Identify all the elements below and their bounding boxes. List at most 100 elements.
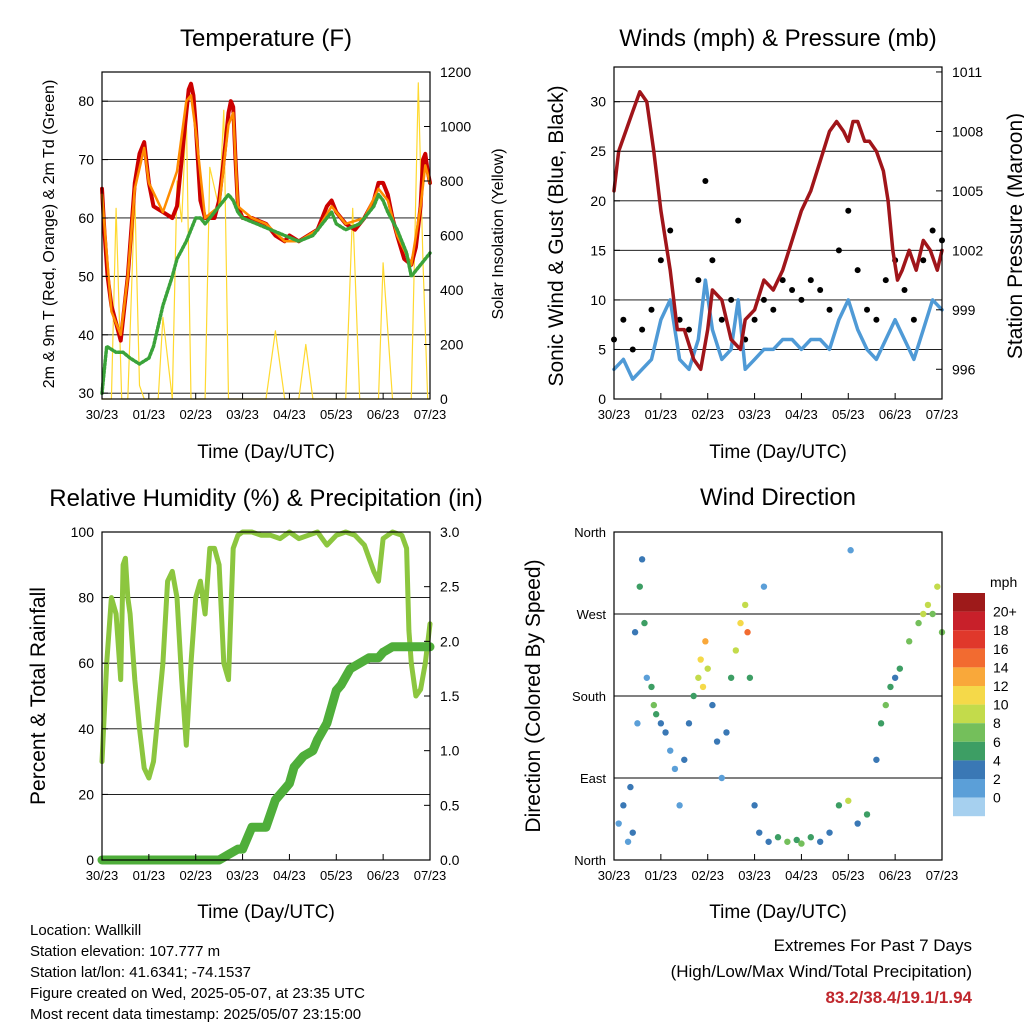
wind-direction-point xyxy=(742,601,749,609)
wind-direction-ytick-label: North xyxy=(574,853,606,868)
winds-xtick-label: 02/23 xyxy=(691,407,724,422)
winds-title: Winds (mph) & Pressure (mb) xyxy=(619,25,936,52)
wind-direction-point xyxy=(685,720,693,727)
winds-y2tick-label: 1011 xyxy=(952,64,982,80)
temperature-y2tick-label: 800 xyxy=(440,173,464,189)
gust-point xyxy=(835,247,842,254)
speed-legend-label: 12 xyxy=(993,678,1009,694)
wind-direction-xtick-label: 06/23 xyxy=(879,868,912,883)
speed-legend-title: mph xyxy=(990,574,1017,590)
figure-created: Figure created on Wed, 2025-05-07, at 23… xyxy=(30,985,365,1002)
humidity-xtick-label: 07/23 xyxy=(414,868,447,883)
wind-direction-point xyxy=(756,829,763,836)
humidity-ytick-label: 100 xyxy=(71,524,95,540)
speed-legend-label: 6 xyxy=(993,734,1001,750)
temperature-ytick-label: 60 xyxy=(78,210,94,226)
gust-point xyxy=(760,296,767,303)
wind-direction-point xyxy=(704,665,711,672)
temp9m-line xyxy=(100,94,432,337)
wind-direction-point xyxy=(746,674,754,681)
extremes-box: Extremes For Past 7 Days (High/Low/Max W… xyxy=(671,933,972,1011)
wind-direction-point xyxy=(845,797,852,804)
wind-direction-xlabel: Time (Day/UTC) xyxy=(709,902,847,923)
humidity-ytick-label: 80 xyxy=(78,590,94,606)
wind-direction-point xyxy=(784,838,791,845)
gust-point xyxy=(826,306,833,313)
wind-direction-ytick-label: North xyxy=(574,525,606,540)
gust-point xyxy=(629,346,636,353)
wind-direction-point xyxy=(650,701,658,709)
humidity-series xyxy=(97,529,435,865)
wind-direction-point xyxy=(636,583,643,590)
pressure-ylabel: Station Pressure (Maroon) xyxy=(1004,113,1024,359)
temperature-ylabel: 2m & 9m T (Red, Orange) & 2m Td (Green) xyxy=(41,80,58,389)
wind-direction-point xyxy=(760,583,768,590)
speed-legend-label: 8 xyxy=(993,715,1001,731)
gust-point xyxy=(864,306,871,313)
temperature-panel: Temperature (F) Time (Day/UTC) 2m & 9m T… xyxy=(41,25,507,463)
speed-legend-swatch xyxy=(953,704,985,724)
temperature-ticks: 30/23 01/23 02/23 03/23 04/23 05/23 06/23 07/23… xyxy=(78,64,471,422)
temperature-xtick-label: 30/23 xyxy=(86,407,119,422)
winds-ylabel: Sonic Wind & Gust (Blue, Black) xyxy=(545,85,568,386)
station-elevation: Station elevation: 107.777 m xyxy=(30,943,221,960)
station-location: Location: Wallkill xyxy=(30,922,142,939)
speed-legend-swatch xyxy=(953,593,985,612)
temp2m-line xyxy=(100,81,432,343)
gust-point xyxy=(929,227,936,234)
temperature-series xyxy=(100,81,432,400)
wind-direction-point xyxy=(615,820,622,827)
winds-ytick-label: 25 xyxy=(590,143,606,159)
speed-legend-label: 18 xyxy=(993,622,1009,638)
wind-direction-point xyxy=(896,665,904,672)
speed-legend-label: 4 xyxy=(993,752,1001,768)
speed-legend-label: 20+ xyxy=(993,604,1017,620)
wind-direction-point xyxy=(891,674,899,681)
speed-legend-label: 0 xyxy=(993,790,1001,806)
temperature-ytick-label: 70 xyxy=(78,152,94,168)
gust-point xyxy=(873,316,880,323)
wind-direction-point xyxy=(732,647,740,654)
wind-direction-point xyxy=(723,729,730,736)
extremes-subheading: (High/Low/Max Wind/Total Precipitation) xyxy=(670,962,972,981)
speed-legend-swatch xyxy=(953,741,985,761)
temperature-y2tick-label: 200 xyxy=(440,337,464,353)
wind-direction-xtick-label: 03/23 xyxy=(738,868,771,883)
temperature-ytick-label: 50 xyxy=(78,268,94,284)
winds-xtick-label: 01/23 xyxy=(645,407,678,422)
humidity-ylabel: Percent & Total Rainfall xyxy=(27,587,50,805)
winds-xtick-label: 07/23 xyxy=(926,407,959,422)
wind-direction-point xyxy=(620,802,627,809)
gust-point xyxy=(695,277,702,284)
wind-direction-point xyxy=(676,802,683,809)
wind-direction-point xyxy=(835,802,843,809)
winds-y2tick-label: 996 xyxy=(952,361,976,377)
wind-direction-point xyxy=(737,619,744,627)
speed-legend-swatch xyxy=(953,760,985,779)
wind-direction-point xyxy=(652,711,660,718)
wind-direction-point xyxy=(887,683,894,691)
winds-y2tick-label: 1008 xyxy=(952,123,983,139)
station-latlon: Station lat/lon: 41.6341; -74.1537 xyxy=(30,964,252,981)
winds-y2tick-label: 1002 xyxy=(952,242,983,258)
wind-direction-point xyxy=(681,756,688,763)
gust-point xyxy=(910,316,917,323)
gust-point xyxy=(657,257,664,264)
humidity-xtick-label: 02/23 xyxy=(179,868,212,883)
speed-legend-swatch xyxy=(953,797,985,817)
pressure-line xyxy=(612,90,944,372)
winds-y2tick-label: 999 xyxy=(952,302,976,318)
extremes-heading: Extremes For Past 7 Days xyxy=(773,936,972,955)
speed-legend-label: 16 xyxy=(993,641,1009,657)
wind-line xyxy=(612,278,944,381)
gust-point xyxy=(676,316,683,323)
wind-direction-point xyxy=(929,610,936,618)
gust-point xyxy=(685,326,692,333)
extremes-values: 83.2/38.4/19.1/1.94 xyxy=(825,988,972,1007)
speed-legend-label: 14 xyxy=(993,659,1009,675)
wind-direction-xtick-label: 05/23 xyxy=(832,868,865,883)
humidity-xtick-label: 05/23 xyxy=(320,868,353,883)
gust-point xyxy=(779,277,786,284)
wind-direction-point xyxy=(920,610,927,618)
